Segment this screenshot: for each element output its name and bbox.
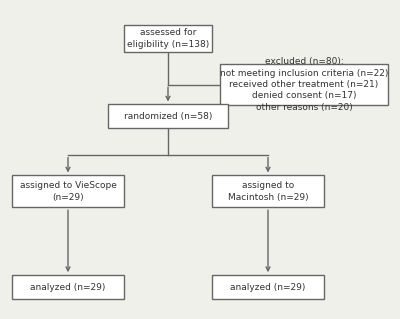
Text: assigned to VieScope
(n=29): assigned to VieScope (n=29) bbox=[20, 181, 116, 202]
Bar bbox=[212, 275, 324, 299]
Bar bbox=[12, 175, 124, 207]
Text: assessed for
eligibility (n=138): assessed for eligibility (n=138) bbox=[127, 28, 209, 48]
Bar bbox=[212, 175, 324, 207]
Text: analyzed (n=29): analyzed (n=29) bbox=[30, 283, 106, 292]
Bar bbox=[12, 275, 124, 299]
Text: assigned to
Macintosh (n=29): assigned to Macintosh (n=29) bbox=[228, 181, 308, 202]
Text: randomized (n=58): randomized (n=58) bbox=[124, 112, 212, 121]
Bar bbox=[124, 25, 212, 52]
Text: analyzed (n=29): analyzed (n=29) bbox=[230, 283, 306, 292]
Bar bbox=[108, 105, 228, 128]
Bar bbox=[220, 64, 388, 105]
Text: excluded (n=80):
not meeting inclusion criteria (n=22)
received other treatment : excluded (n=80): not meeting inclusion c… bbox=[220, 57, 388, 112]
